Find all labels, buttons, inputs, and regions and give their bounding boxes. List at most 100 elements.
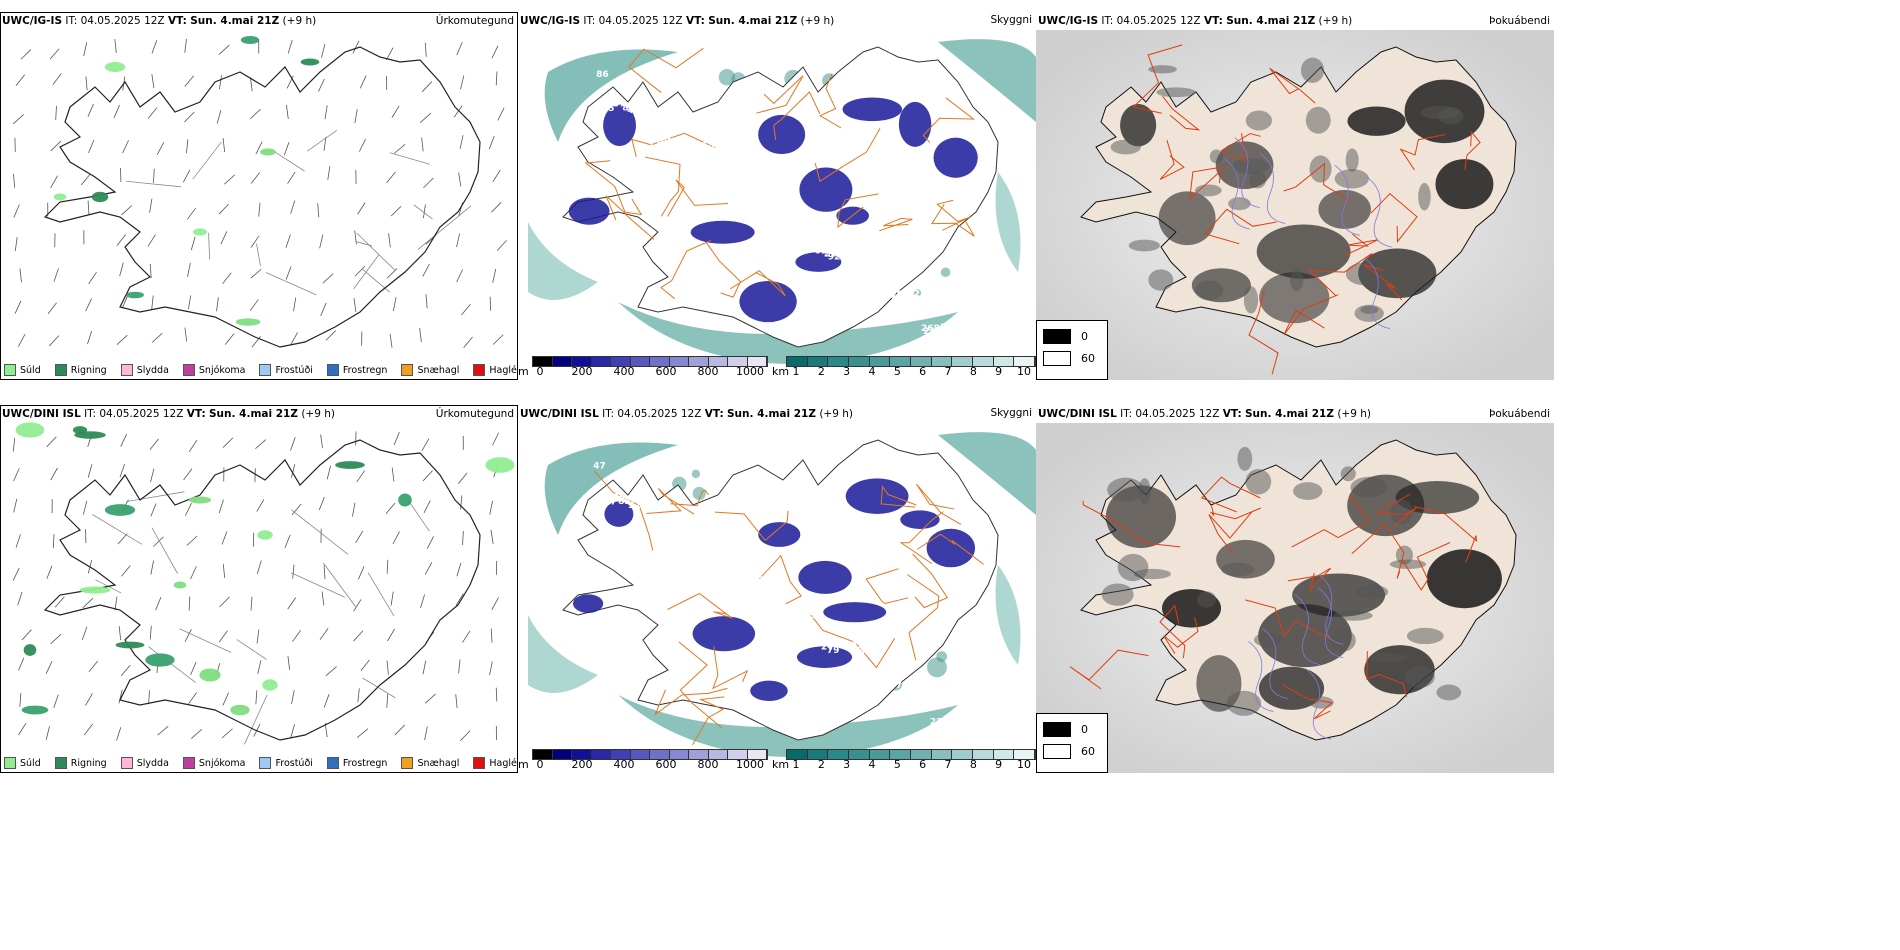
- iceland-outline: [43, 439, 481, 741]
- visibility-value: 78: [890, 290, 903, 300]
- colorbar-tick: 1000: [736, 758, 764, 771]
- legend-swatch: [401, 364, 414, 376]
- colorbar-tick: 2: [817, 365, 825, 378]
- precip-legend: Súld Rigning Slydda Snjókoma Frostúði Frostre…: [4, 364, 518, 376]
- panel-header: UWC/DINI ISL IT: 04.05.2025 12Z VT: Sun.…: [2, 408, 335, 420]
- colorbar-cell: [572, 750, 592, 759]
- visibility-value: 107: [845, 641, 864, 651]
- colorbar-unit: m: [518, 365, 529, 378]
- colorbar-cell: [728, 357, 748, 366]
- visibility-value: 58: [966, 719, 979, 729]
- legend-swatch: [54, 757, 67, 769]
- colorbar-cell: [533, 750, 553, 759]
- colorbar-tick: 400: [613, 365, 635, 378]
- visibility-value: 57: [797, 212, 810, 222]
- panel-header: UWC/DINI ISL IT: 04.05.2025 12Z VT: Sun.…: [1038, 408, 1371, 420]
- legend-item: Súld: [4, 757, 41, 769]
- visibility-value: 38: [952, 721, 965, 731]
- legend-item: Frostregn: [326, 364, 387, 376]
- legend-swatch: [326, 757, 339, 769]
- legend-swatch: [54, 364, 67, 376]
- visibility-value: 51: [757, 603, 770, 613]
- visibility-value: 70: [814, 639, 827, 649]
- colorbar-tick: 5: [893, 758, 901, 771]
- colorbar-cell: [533, 357, 553, 366]
- legend-label: Rigning: [70, 364, 107, 376]
- iceland-outline: [562, 439, 999, 741]
- legend-label: Snæhagl: [417, 757, 460, 769]
- visibility-value: 35: [798, 608, 811, 618]
- visibility-value: 78: [940, 323, 953, 333]
- colorbar-tick: 400: [613, 758, 635, 771]
- colorbar-tick: 6: [919, 758, 927, 771]
- fog-legend-item: 0: [1043, 722, 1088, 737]
- wind-barbs: [12, 431, 499, 745]
- visibility-value: 63: [916, 685, 929, 695]
- visibility-value: 50: [642, 105, 655, 115]
- colorbar-cell: [869, 357, 891, 366]
- colorbar-tick: 7: [944, 365, 952, 378]
- panel-header: UWC/IG-IS IT: 04.05.2025 12Z VT: Sun. 4.…: [1038, 15, 1353, 27]
- visibility-value: 427: [869, 284, 888, 294]
- colorbar-unit: km: [772, 758, 790, 771]
- colorbar-tick: 3: [843, 758, 851, 771]
- visibility-map: 86 50 55 42 47 51 02 64 39 49 120 57 87 88 93 47 52 50 61 7…: [528, 39, 1036, 365]
- wind-barbs: [12, 38, 507, 349]
- colorbar-cell: [931, 750, 953, 759]
- visibility-value: 67: [881, 681, 894, 691]
- visibility-value: 108: [777, 213, 796, 223]
- visibility-value: 61: [815, 247, 828, 257]
- visibility-value: 77: [884, 291, 897, 301]
- visibility-value: 52: [682, 141, 695, 151]
- precip-panel-row1: UWC/IG-IS IT: 04.05.2025 12Z VT: Sun. 4.…: [0, 12, 518, 380]
- precip-panel-row2: UWC/DINI ISL IT: 04.05.2025 12Z VT: Sun.…: [0, 405, 518, 773]
- visibility-value: 268: [921, 324, 940, 334]
- fog-legend-label: 0: [1081, 330, 1088, 343]
- colorbar-unit: m: [518, 758, 529, 771]
- colorbar-tick: 5: [893, 365, 901, 378]
- colorbar-cell: [911, 357, 932, 366]
- legend-item: Snæhagl: [401, 757, 459, 769]
- precip-map: [12, 35, 507, 349]
- cloud-panel-row1: UWC/IG-IS IT: 04.05.2025 12Z VT: Sun. 4.…: [1036, 12, 1554, 380]
- visibility-colorbar: km 1 2 3 4 5 6 7 8 9 10: [772, 749, 1036, 773]
- cloud-panel-row2: UWC/DINI ISL IT: 04.05.2025 12Z VT: Sun.…: [1036, 405, 1554, 773]
- colorbar-tick: 8: [969, 758, 977, 771]
- visibility-value: 86: [596, 70, 609, 80]
- visibility-value: 210: [923, 327, 942, 337]
- colorbar-cell: [747, 357, 767, 366]
- colorbar-cell: [807, 357, 829, 366]
- colorbar-tick: 6: [919, 365, 927, 378]
- visibility-value: 126: [782, 611, 801, 621]
- visibility-value: 76: [613, 493, 626, 503]
- visibility-value: 68: [948, 719, 961, 729]
- visibility-value: 64: [966, 328, 979, 338]
- fog-legend-item: 0: [1043, 329, 1088, 344]
- colorbar-tick: 800: [697, 365, 719, 378]
- legend-label: Snjókoma: [198, 364, 246, 376]
- colorbar-cell: [650, 357, 670, 366]
- legend-swatch: [4, 757, 16, 769]
- visibility-value: 62: [663, 531, 676, 541]
- colorbar-tick: 200: [571, 365, 593, 378]
- colorbar-tick: 600: [655, 758, 677, 771]
- legend-label: Slydda: [136, 757, 169, 769]
- visibility-value: 91: [712, 572, 725, 582]
- panel-title: Skyggni: [990, 407, 1033, 419]
- fog-index-map: [1036, 423, 1554, 773]
- fog-legend-swatch: [1043, 744, 1071, 759]
- fog-legend-label: 60: [1081, 352, 1095, 365]
- visibility-value: 43: [853, 646, 866, 656]
- fog-legend-swatch: [1043, 722, 1071, 737]
- panel-frame: [0, 12, 518, 380]
- visibility-value: 104: [714, 176, 733, 186]
- colorbar-cell: [849, 357, 870, 366]
- road-network: [1069, 476, 1478, 740]
- colorbar-cell: [630, 357, 650, 366]
- visibility-value: 58: [951, 327, 964, 337]
- legend-item: Slydda: [120, 757, 169, 769]
- fog-index-map: [1036, 30, 1554, 380]
- colorbar-cell: [787, 357, 808, 366]
- visibility-value: 167: [598, 498, 617, 508]
- legend-swatch: [4, 364, 16, 376]
